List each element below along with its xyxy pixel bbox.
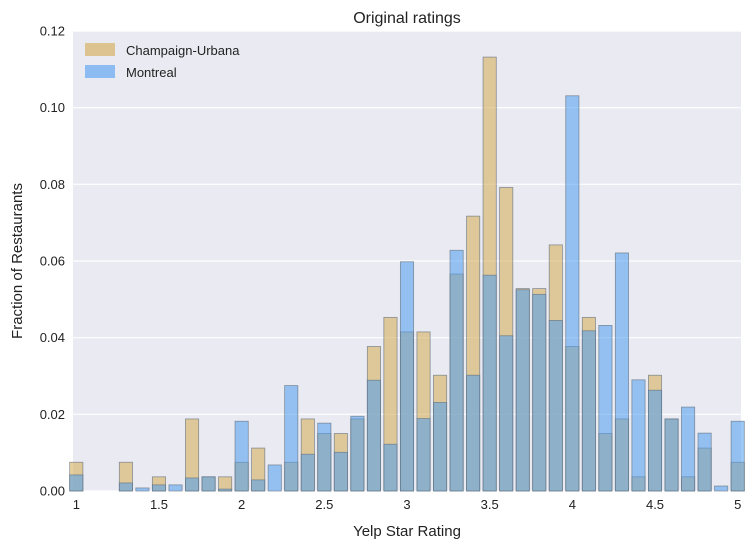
bar-montreal <box>548 320 563 492</box>
x-tick-label: 1 <box>73 497 80 512</box>
x-tick-label: 5 <box>734 497 741 512</box>
y-tick-label: 0.10 <box>40 100 65 115</box>
bar-montreal <box>201 476 216 492</box>
x-axis-title: Yelp Star Rating <box>353 523 461 540</box>
bar-montreal <box>631 379 646 492</box>
bar-montreal <box>333 451 348 492</box>
bar-montreal <box>300 453 315 492</box>
bar-montreal <box>135 487 150 492</box>
bar-montreal <box>697 432 712 492</box>
y-tick-label: 0.02 <box>40 407 65 422</box>
legend-swatch-montreal <box>85 65 115 78</box>
bar-montreal <box>416 418 431 492</box>
bar-montreal <box>714 485 729 492</box>
bar-montreal <box>499 335 514 492</box>
bar-montreal <box>399 261 415 492</box>
x-tick-label: 1.5 <box>150 497 168 512</box>
bar-montreal <box>433 402 448 492</box>
y-tick-label: 0.00 <box>40 484 65 499</box>
bar-montreal <box>449 249 464 492</box>
bar-montreal <box>383 443 398 492</box>
x-tick-label: 4.5 <box>646 497 664 512</box>
legend-label-champaign-urbana: Champaign-Urbana <box>126 43 240 58</box>
bar-montreal <box>730 420 745 492</box>
x-tick-labels: 1 1.5 2 2.5 3 3.5 4 4.5 5 <box>73 497 742 512</box>
bar-montreal <box>598 324 613 492</box>
legend: Champaign-Urbana Montreal <box>85 43 240 80</box>
bar-montreal <box>366 379 381 492</box>
bar-montreal <box>118 482 133 492</box>
bar-montreal <box>532 293 547 492</box>
bar-montreal <box>648 389 663 492</box>
bar-montreal <box>151 484 166 492</box>
x-tick-label: 3.5 <box>481 497 499 512</box>
bars <box>69 56 745 492</box>
y-tick-label: 0.08 <box>40 177 65 192</box>
bar-montreal <box>515 289 530 492</box>
chart-title: Original ratings <box>353 10 461 27</box>
bar-montreal <box>614 252 629 492</box>
bar-montreal <box>234 420 249 492</box>
bar-montreal <box>482 274 497 492</box>
bar-montreal <box>664 418 679 492</box>
x-tick-label: 3 <box>403 497 410 512</box>
y-axis-title: Fraction of Restaurants <box>9 183 26 339</box>
x-tick-label: 2 <box>238 497 245 512</box>
bar-montreal <box>69 474 84 492</box>
bar-montreal <box>317 422 332 492</box>
bar-montreal <box>466 374 481 492</box>
y-tick-labels: 0.00 0.02 0.04 0.06 0.08 0.10 0.12 <box>40 24 65 499</box>
bar-montreal <box>168 484 183 492</box>
bar-montreal <box>565 95 580 492</box>
bar-montreal <box>185 477 200 492</box>
legend-label-montreal: Montreal <box>126 65 177 80</box>
bar-montreal <box>218 488 233 492</box>
bar-montreal <box>350 415 365 492</box>
bar-montreal <box>581 330 596 492</box>
legend-swatch-champaign-urbana <box>85 43 115 56</box>
bar-montreal <box>284 385 299 492</box>
y-tick-label: 0.12 <box>40 24 65 39</box>
bar-montreal <box>251 479 266 492</box>
x-tick-label: 4 <box>569 497 576 512</box>
y-tick-label: 0.06 <box>40 254 65 269</box>
x-tick-label: 2.5 <box>315 497 333 512</box>
y-tick-label: 0.04 <box>40 330 65 345</box>
bar-montreal <box>681 406 696 492</box>
bar-montreal <box>267 464 282 492</box>
